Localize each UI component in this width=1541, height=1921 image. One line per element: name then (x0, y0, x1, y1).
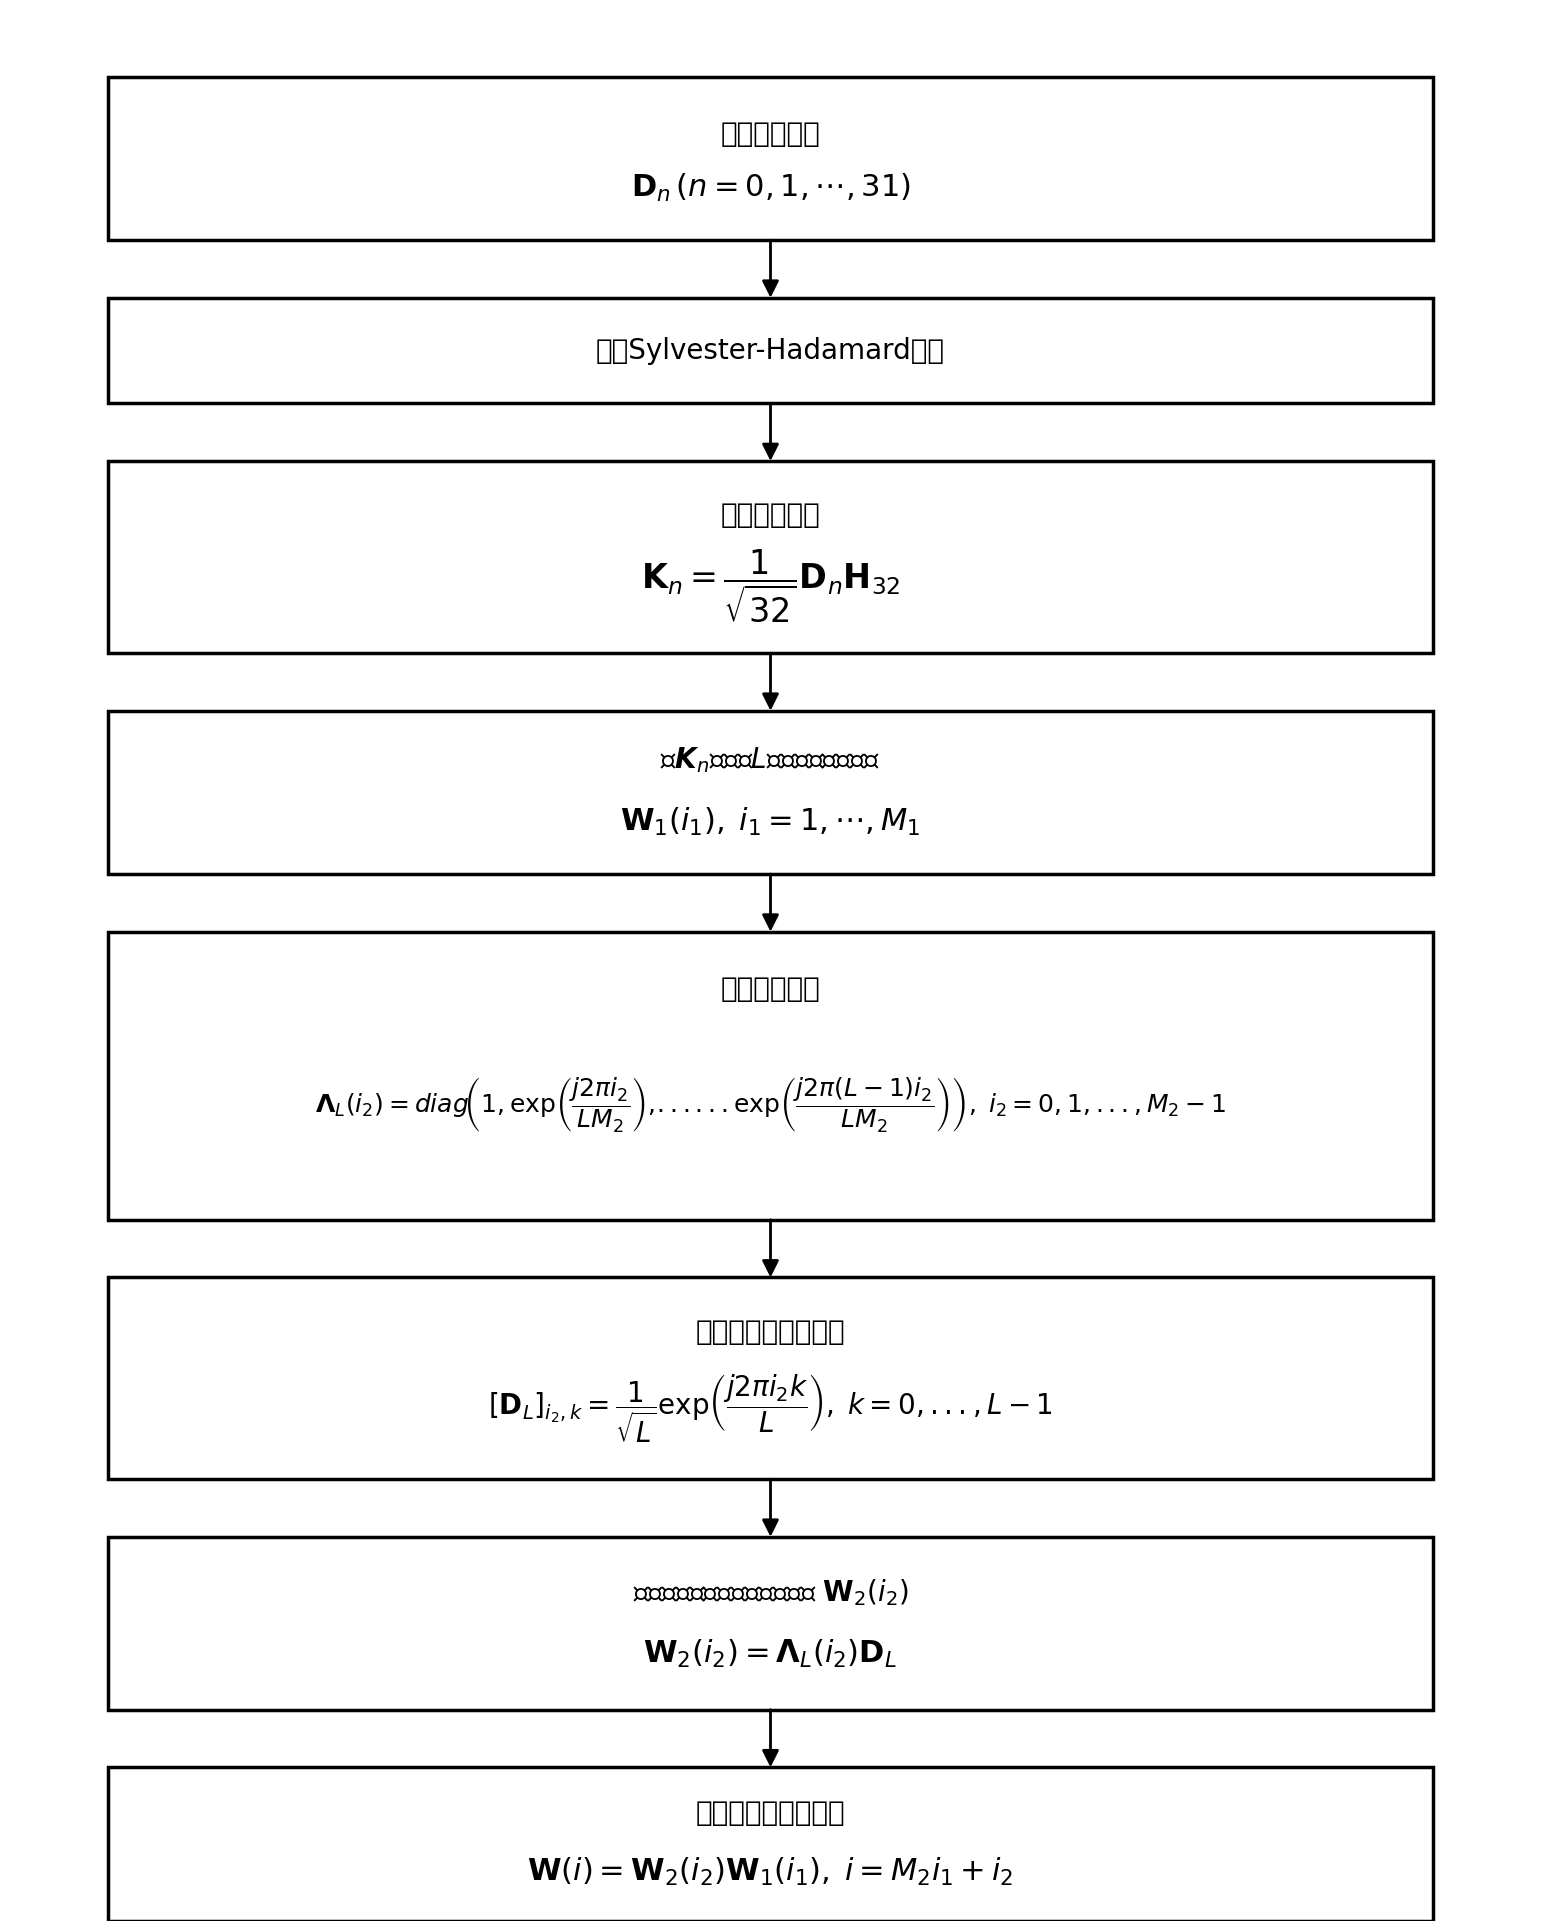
Text: $[\mathbf{D}_L]_{i_2,k}=\dfrac{1}{\sqrt{L}}\exp\!\left(\dfrac{j2\pi i_2 k}{L}\ri: $[\mathbf{D}_L]_{i_2,k}=\dfrac{1}{\sqrt{… (488, 1372, 1053, 1445)
Text: 从$\boldsymbol{K}_n$中选取$L$列形成主码本矩阵: 从$\boldsymbol{K}_n$中选取$L$列形成主码本矩阵 (661, 745, 880, 774)
Bar (108, 711, 1433, 874)
Text: $\mathbf{W}_2(i_2)=\boldsymbol{\Lambda}_L(i_2)\mathbf{D}_L$: $\mathbf{W}_2(i_2)=\boldsymbol{\Lambda}_… (644, 1639, 897, 1671)
Bar (108, 1537, 1433, 1710)
Bar (108, 298, 1433, 403)
Bar (108, 461, 1433, 653)
Bar (108, 1767, 1433, 1921)
Bar (108, 932, 1433, 1220)
Text: $\mathbf{K}_n=\dfrac{1}{\sqrt{32}}\mathbf{D}_n\mathbf{H}_{32}$: $\mathbf{K}_n=\dfrac{1}{\sqrt{32}}\mathb… (641, 547, 900, 624)
Text: 构造Sylvester-Hadamard矩阵: 构造Sylvester-Hadamard矩阵 (596, 336, 945, 365)
Text: 构造对角矩阵: 构造对角矩阵 (721, 119, 820, 148)
Text: 生成对角矩阵形成辅码本矩阵 $\mathbf{W}_2(i_2)$: 生成对角矩阵形成辅码本矩阵 $\mathbf{W}_2(i_2)$ (632, 1577, 909, 1608)
Text: 构造标准傅里叶矩阵: 构造标准傅里叶矩阵 (695, 1318, 846, 1347)
Bar (108, 1277, 1433, 1479)
Bar (108, 77, 1433, 240)
Text: $\mathbf{W}(i)=\mathbf{W}_2(i_2)\mathbf{W}_1(i_1),\;i=M_2i_1+i_2$: $\mathbf{W}(i)=\mathbf{W}_2(i_2)\mathbf{… (527, 1856, 1014, 1888)
Text: $\mathbf{D}_n\,(n=0,1,\cdots,31)$: $\mathbf{D}_n\,(n=0,1,\cdots,31)$ (630, 171, 911, 204)
Text: $\mathbf{W}_1(i_1),\;i_1=1,\cdots,M_1$: $\mathbf{W}_1(i_1),\;i_1=1,\cdots,M_1$ (621, 805, 920, 838)
Text: 生成正交矩阵: 生成正交矩阵 (721, 501, 820, 528)
Text: $\boldsymbol{\Lambda}_L(i_2)=diag\!\left(1,\exp\!\left(\dfrac{j2\pi i_2}{LM_2}\r: $\boldsymbol{\Lambda}_L(i_2)=diag\!\left… (314, 1076, 1227, 1133)
Text: 生成最终的码本矩阵: 生成最终的码本矩阵 (695, 1800, 846, 1827)
Text: 构造对角矩阵: 构造对角矩阵 (721, 976, 820, 1003)
